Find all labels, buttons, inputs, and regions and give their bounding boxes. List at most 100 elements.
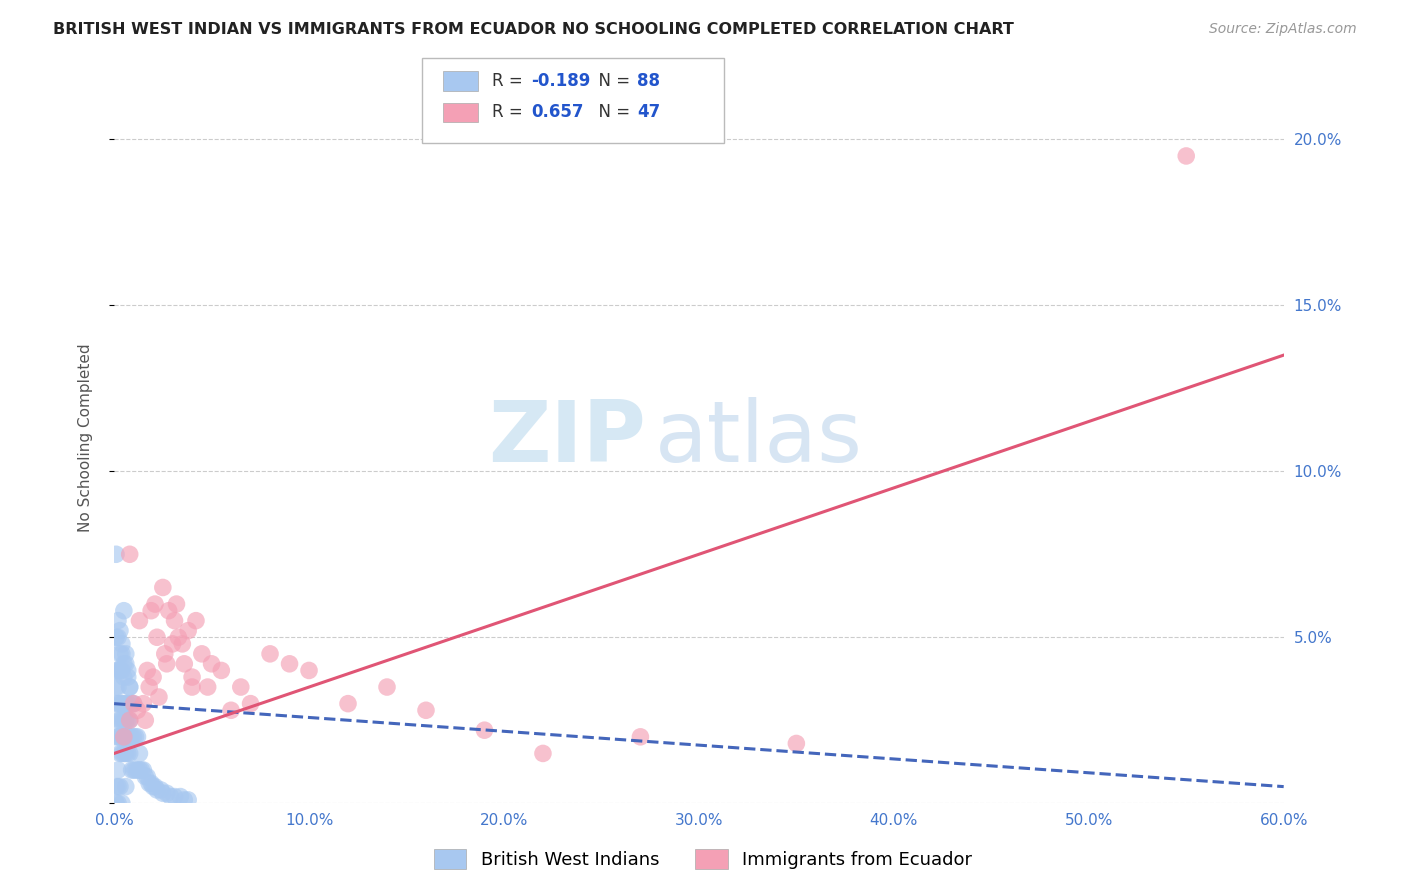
Point [152,581,174,595]
Y-axis label: No Schooling Completed: No Schooling Completed [79,343,93,533]
Point [107,730,129,744]
Point [122,763,145,777]
Point [108,664,131,678]
Point [118,713,141,727]
Point [138,680,160,694]
Point [474,723,496,738]
Point [118,730,141,744]
Point [142,670,165,684]
Point [108,647,131,661]
Text: Source: ZipAtlas.com: Source: ZipAtlas.com [1209,22,1357,37]
Point [177,793,200,807]
Point [139,604,162,618]
Point [128,747,150,761]
Point [112,697,135,711]
Point [112,747,135,761]
Point [112,730,135,744]
Point [184,614,207,628]
Point [114,697,136,711]
Point [149,783,172,797]
Point [121,763,143,777]
Point [298,664,321,678]
Point [107,697,129,711]
Point [127,763,149,777]
Point [111,730,134,744]
Point [105,730,128,744]
Point [112,713,135,727]
Point [239,697,262,711]
Text: N =: N = [588,103,636,121]
Point [112,604,135,618]
Point [153,647,176,661]
Point [111,637,134,651]
Point [108,730,131,744]
Point [166,597,188,611]
Point [114,747,136,761]
Point [159,789,181,804]
Point [111,647,134,661]
Point [117,670,139,684]
Text: N =: N = [588,72,636,90]
Point [105,630,128,644]
Point [200,657,222,671]
Point [177,624,200,638]
Point [134,713,156,727]
Point [107,664,129,678]
Point [108,713,131,727]
Point [105,697,128,711]
Point [163,789,186,804]
Point [172,637,194,651]
Point [107,680,129,694]
Point [136,664,159,678]
Point [209,664,232,678]
Point [107,796,129,810]
Point [105,680,128,694]
Point [108,697,131,711]
Point [169,789,191,804]
Legend: British West Indians, Immigrants from Ecuador: British West Indians, Immigrants from Ec… [425,839,981,879]
Point [105,796,128,810]
Point [337,697,360,711]
Point [259,647,281,661]
Point [114,730,136,744]
Point [138,776,160,790]
Point [785,736,807,750]
Point [146,783,169,797]
Point [105,664,128,678]
Point [128,763,150,777]
Point [181,670,204,684]
Point [134,770,156,784]
Text: R =: R = [492,103,529,121]
Point [127,703,149,717]
Point [107,614,129,628]
Point [112,657,135,671]
Point [108,780,131,794]
Point [152,786,174,800]
Point [105,780,128,794]
Text: -0.189: -0.189 [531,72,591,90]
Text: R =: R = [492,72,529,90]
Point [191,647,214,661]
Point [124,763,146,777]
Point [278,657,301,671]
Point [122,697,145,711]
Point [107,713,129,727]
Point [121,697,143,711]
Point [139,776,162,790]
Point [107,780,129,794]
Text: BRITISH WEST INDIAN VS IMMIGRANTS FROM ECUADOR NO SCHOOLING COMPLETED CORRELATIO: BRITISH WEST INDIAN VS IMMIGRANTS FROM E… [53,22,1014,37]
Point [111,664,134,678]
Point [173,657,195,671]
Point [111,747,134,761]
Point [117,730,139,744]
Text: 47: 47 [637,103,661,121]
Point [142,780,165,794]
Point [111,796,134,810]
Point [628,730,651,744]
Point [117,713,139,727]
Point [181,680,204,694]
Point [118,680,141,694]
Point [143,780,166,794]
Point [132,763,155,777]
Point [118,680,141,694]
